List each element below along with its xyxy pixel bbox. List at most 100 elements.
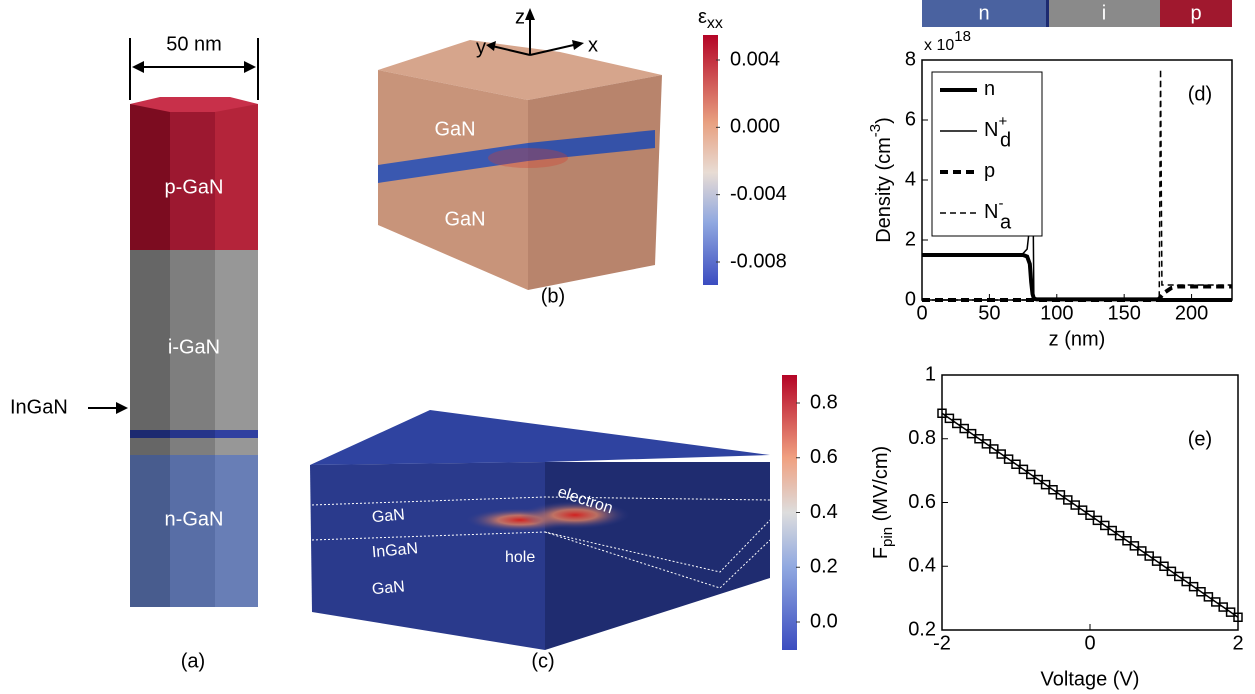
x-tick-label: 50 xyxy=(978,302,1000,324)
panel-tag: (a) xyxy=(181,650,205,672)
marker xyxy=(952,418,962,429)
superscript: - xyxy=(998,195,1003,212)
region-label: InGaN xyxy=(371,540,419,561)
marker xyxy=(966,428,977,439)
legend-subscript: d xyxy=(1000,129,1011,151)
panel-tag: (e) xyxy=(1188,428,1212,450)
marker xyxy=(1048,485,1058,495)
marker xyxy=(974,434,984,444)
marker xyxy=(1137,546,1147,556)
marker xyxy=(1218,602,1228,612)
axis-label: x xyxy=(588,34,598,56)
text-part: (MV/cm) xyxy=(870,446,892,527)
x-tick-label: 0 xyxy=(1084,632,1095,654)
marker xyxy=(1033,474,1043,485)
panel-tag: (c) xyxy=(531,650,554,672)
marker xyxy=(1233,612,1243,622)
carrier-label: hole xyxy=(505,549,535,566)
y-axis-label: Density (cm-3) xyxy=(867,117,895,243)
y-tick-label: 4 xyxy=(905,168,916,190)
x-tick-label: 150 xyxy=(1107,302,1140,324)
marker xyxy=(1018,464,1029,475)
data-line xyxy=(922,68,1232,301)
inset-label: InGaN xyxy=(10,396,68,418)
region-label: GaN xyxy=(371,506,405,526)
region-label: GaN xyxy=(434,118,475,140)
marker xyxy=(996,449,1006,459)
layer-label: i-GaN xyxy=(168,336,220,358)
pin-label: p xyxy=(1190,2,1201,24)
y-tick-label: 0 xyxy=(905,288,916,310)
y-tick-label: 2 xyxy=(905,228,916,250)
text-part: F xyxy=(870,547,892,559)
y-tick-label: 1 xyxy=(925,363,936,385)
marker xyxy=(1100,520,1110,531)
legend-box xyxy=(931,71,1043,237)
y-tick-label: 0.6 xyxy=(908,491,936,513)
y-axis-label: Fpin (MV/cm) xyxy=(870,446,896,559)
width-label: 50 nm xyxy=(166,33,222,55)
y-tick-label: 6 xyxy=(905,108,916,130)
pin-label: i xyxy=(1102,2,1106,24)
data-line xyxy=(922,253,1232,302)
pin-segment xyxy=(1049,0,1160,27)
marker xyxy=(1203,592,1214,602)
pin-segment xyxy=(922,0,1046,27)
marker xyxy=(1085,510,1095,520)
data-line xyxy=(941,412,1239,618)
marker xyxy=(959,423,969,434)
panel-tag: (d) xyxy=(1188,83,1212,105)
subscript: pin xyxy=(879,527,896,547)
legend-label: n xyxy=(984,78,995,100)
text-part: N xyxy=(984,119,998,141)
legend-subscript: a xyxy=(1000,211,1012,233)
axis-label: z xyxy=(515,6,525,28)
wavefunction-block xyxy=(310,375,797,650)
colorbar-tick-label: 0.6 xyxy=(810,446,838,468)
text-part: x 10 xyxy=(924,37,954,54)
colorbar-tick-label: -0.004 xyxy=(730,183,787,205)
y-tick-label: 0.8 xyxy=(908,427,936,449)
region-label: GaN xyxy=(444,208,485,230)
colorbar-tick-label: 0.8 xyxy=(810,391,838,413)
axis-scale: x 1018 xyxy=(924,28,971,54)
layer-label: p-GaN xyxy=(165,176,224,198)
plot-frame xyxy=(941,374,1239,631)
x-tick-label: 100 xyxy=(1040,302,1073,324)
x-tick-label: -2 xyxy=(933,632,951,654)
pin-label: n xyxy=(978,2,989,24)
colorbar-tick-label: 0.4 xyxy=(810,501,838,523)
text-part: N xyxy=(984,201,998,223)
marker xyxy=(1188,581,1199,592)
marker xyxy=(937,408,947,418)
x-axis-label: z (nm) xyxy=(1049,328,1106,350)
superscript: -3 xyxy=(867,124,884,137)
marker xyxy=(1077,505,1088,515)
region-label: GaN xyxy=(371,578,405,598)
legend-label: N+ xyxy=(984,113,1007,141)
layer-label: n-GaN xyxy=(165,508,224,530)
y-tick-label: 8 xyxy=(905,48,916,70)
colorbar-tick-label: -0.008 xyxy=(730,250,787,272)
x-axis-label: Voltage (V) xyxy=(1041,668,1140,690)
marker xyxy=(1011,459,1021,469)
marker xyxy=(1144,551,1154,561)
marker xyxy=(1196,587,1206,597)
strain-block xyxy=(378,8,718,290)
marker xyxy=(1122,536,1132,546)
legend-label: p xyxy=(984,160,995,182)
marker xyxy=(1166,566,1177,577)
legend-label: N- xyxy=(984,195,1003,223)
symbol: ε xyxy=(698,6,707,28)
colorbar-tick-label: 0.000 xyxy=(730,116,780,138)
text-part: Density (cm xyxy=(873,137,895,243)
marker xyxy=(1174,571,1184,582)
marker xyxy=(1211,597,1221,607)
marker xyxy=(1063,495,1073,505)
marker xyxy=(989,444,999,454)
marker xyxy=(1181,576,1191,587)
nanowire xyxy=(88,38,259,607)
superscript: + xyxy=(998,113,1007,130)
